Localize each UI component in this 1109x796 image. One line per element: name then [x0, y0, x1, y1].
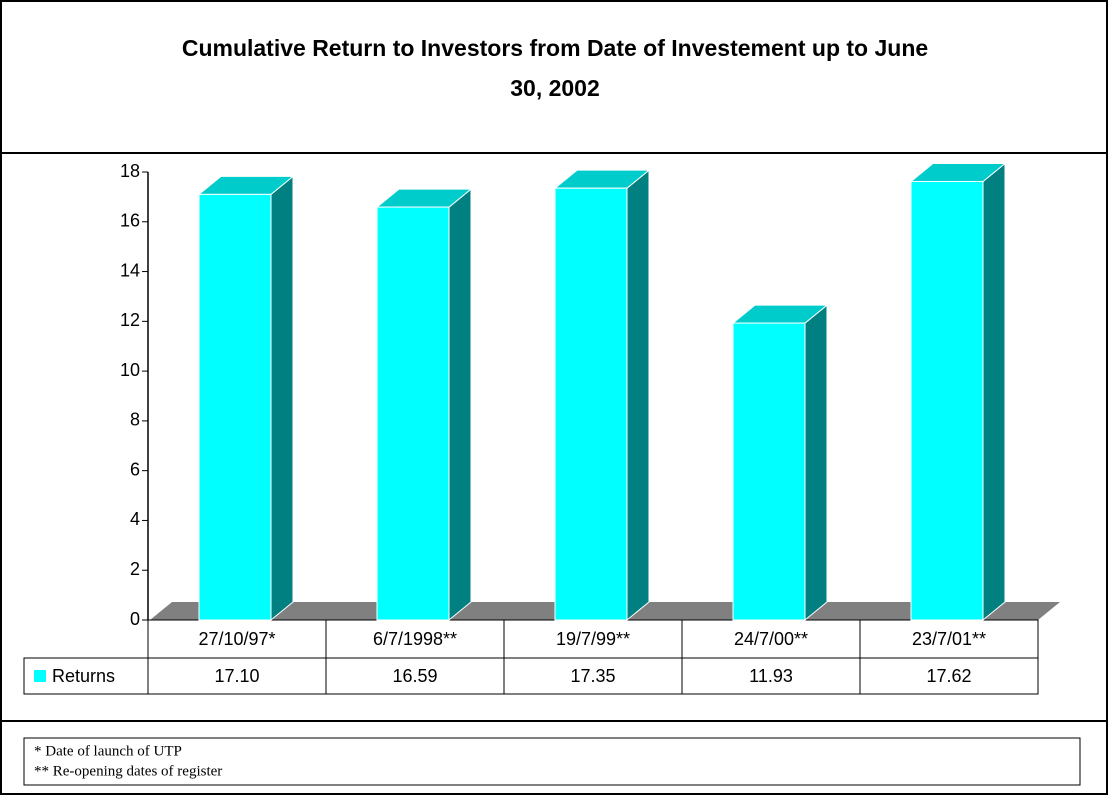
- y-tick-label: 10: [120, 360, 140, 380]
- data-label: 16.59: [392, 666, 437, 686]
- y-tick-label: 14: [120, 260, 140, 280]
- bar: [376, 206, 450, 621]
- y-tick-label: 6: [130, 459, 140, 479]
- y-tick-label: 16: [120, 211, 140, 231]
- x-tick-label: 23/7/01**: [912, 629, 986, 649]
- data-label: 11.93: [749, 666, 793, 686]
- footnote: ** Re-opening dates of register: [34, 763, 222, 779]
- y-tick-label: 4: [130, 509, 140, 529]
- legend-label: Returns: [52, 666, 115, 686]
- bar-side: [448, 188, 472, 622]
- bar-side: [270, 175, 294, 622]
- data-label: 17.10: [214, 666, 259, 686]
- y-tick-label: 0: [130, 609, 140, 629]
- y-tick-label: 12: [120, 310, 140, 330]
- x-tick-label: 24/7/00**: [734, 629, 808, 649]
- bar-side: [626, 169, 650, 622]
- bar: [198, 193, 272, 621]
- y-tick-label: 8: [130, 410, 140, 430]
- data-label: 17.35: [570, 666, 615, 686]
- chart-title: Cumulative Return to Investors from Date…: [181, 35, 929, 101]
- table-border: [23, 657, 1039, 695]
- bar: [554, 187, 628, 621]
- legend-swatch: [34, 670, 46, 682]
- bar-side: [804, 304, 828, 622]
- footnote: * Date of launch of UTP: [34, 743, 182, 759]
- x-tick-label: 19/7/99**: [556, 629, 630, 649]
- y-tick-label: 18: [120, 161, 140, 181]
- bar: [732, 322, 806, 621]
- data-label: 17.62: [926, 666, 971, 686]
- notes-box: [23, 737, 1081, 786]
- y-tick-label: 2: [130, 559, 140, 579]
- x-tick-label: 27/10/97*: [198, 629, 275, 649]
- x-tick-label: 6/7/1998**: [373, 629, 457, 649]
- bar: [910, 180, 984, 621]
- bar-side: [982, 162, 1006, 622]
